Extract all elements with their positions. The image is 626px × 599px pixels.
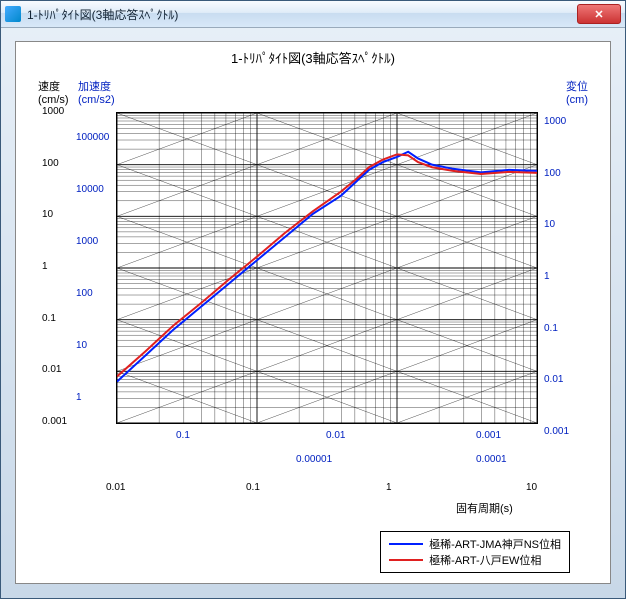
axis-tick: 1 [76, 392, 82, 403]
axis-tick: 10 [76, 340, 87, 351]
app-icon [5, 6, 21, 22]
axis-tick: 1000 [544, 116, 566, 127]
legend-swatch [389, 543, 423, 545]
axis-tick: 0.0001 [476, 454, 507, 465]
axis-tick: 1 [42, 261, 48, 272]
axis-tick: 100 [76, 288, 93, 299]
axis-tick: 10000 [76, 184, 104, 195]
axis-label: 速度 (cm/s) [38, 78, 69, 106]
plot-svg [117, 113, 537, 423]
axis-tick: 1000 [76, 236, 98, 247]
axis-tick: 1000 [42, 106, 64, 117]
axis-tick: 0.001 [42, 416, 67, 427]
axis-tick: 0.01 [106, 482, 125, 493]
legend-label: 極稀-ART-八戸EW位相 [429, 552, 541, 568]
plot-area [116, 112, 538, 424]
axis-tick: 0.01 [544, 374, 563, 385]
titlebar[interactable]: 1-ﾄﾘﾊﾟﾀｲﾄ図(3軸応答ｽﾍﾟｸﾄﾙ) ✕ [1, 1, 625, 28]
legend-item: 極稀-ART-八戸EW位相 [389, 552, 561, 568]
content-panel: 1-ﾄﾘﾊﾟﾀｲﾄ図(3軸応答ｽﾍﾟｸﾄﾙ) 速度 (cm/s) 加速度 (cm/… [15, 41, 611, 584]
legend: 極稀-ART-JMA神戸NS位相極稀-ART-八戸EW位相 [380, 531, 570, 573]
chart-title: 1-ﾄﾘﾊﾟﾀｲﾄ図(3軸応答ｽﾍﾟｸﾄﾙ) [16, 42, 610, 69]
axis-tick: 1 [544, 271, 550, 282]
axis-tick: 0.1 [176, 430, 190, 441]
axis-label: 加速度 (cm/s2) [78, 78, 115, 106]
axis-tick: 0.1 [544, 323, 558, 334]
legend-label: 極稀-ART-JMA神戸NS位相 [429, 536, 561, 552]
axis-tick: 0.1 [42, 313, 56, 324]
axis-tick: 10 [544, 219, 555, 230]
close-button[interactable]: ✕ [577, 4, 621, 24]
axis-tick: 10 [42, 209, 53, 220]
axis-label: 変位 (cm) [566, 78, 588, 106]
axis-tick: 0.001 [544, 426, 569, 437]
axis-tick: 10 [526, 482, 537, 493]
axis-tick: 100000 [76, 132, 109, 143]
axis-label: 固有周期(s) [456, 500, 513, 516]
axis-tick: 100 [42, 158, 59, 169]
window-title: 1-ﾄﾘﾊﾟﾀｲﾄ図(3軸応答ｽﾍﾟｸﾄﾙ) [27, 6, 577, 23]
axis-tick: 100 [544, 168, 561, 179]
axis-tick: 0.1 [246, 482, 260, 493]
axis-tick: 0.01 [326, 430, 345, 441]
legend-item: 極稀-ART-JMA神戸NS位相 [389, 536, 561, 552]
axis-tick: 0.00001 [296, 454, 332, 465]
axis-tick: 0.01 [42, 364, 61, 375]
axis-tick: 1 [386, 482, 392, 493]
legend-swatch [389, 559, 423, 561]
app-window: 1-ﾄﾘﾊﾟﾀｲﾄ図(3軸応答ｽﾍﾟｸﾄﾙ) ✕ 1-ﾄﾘﾊﾟﾀｲﾄ図(3軸応答… [0, 0, 626, 599]
axis-tick: 0.001 [476, 430, 501, 441]
